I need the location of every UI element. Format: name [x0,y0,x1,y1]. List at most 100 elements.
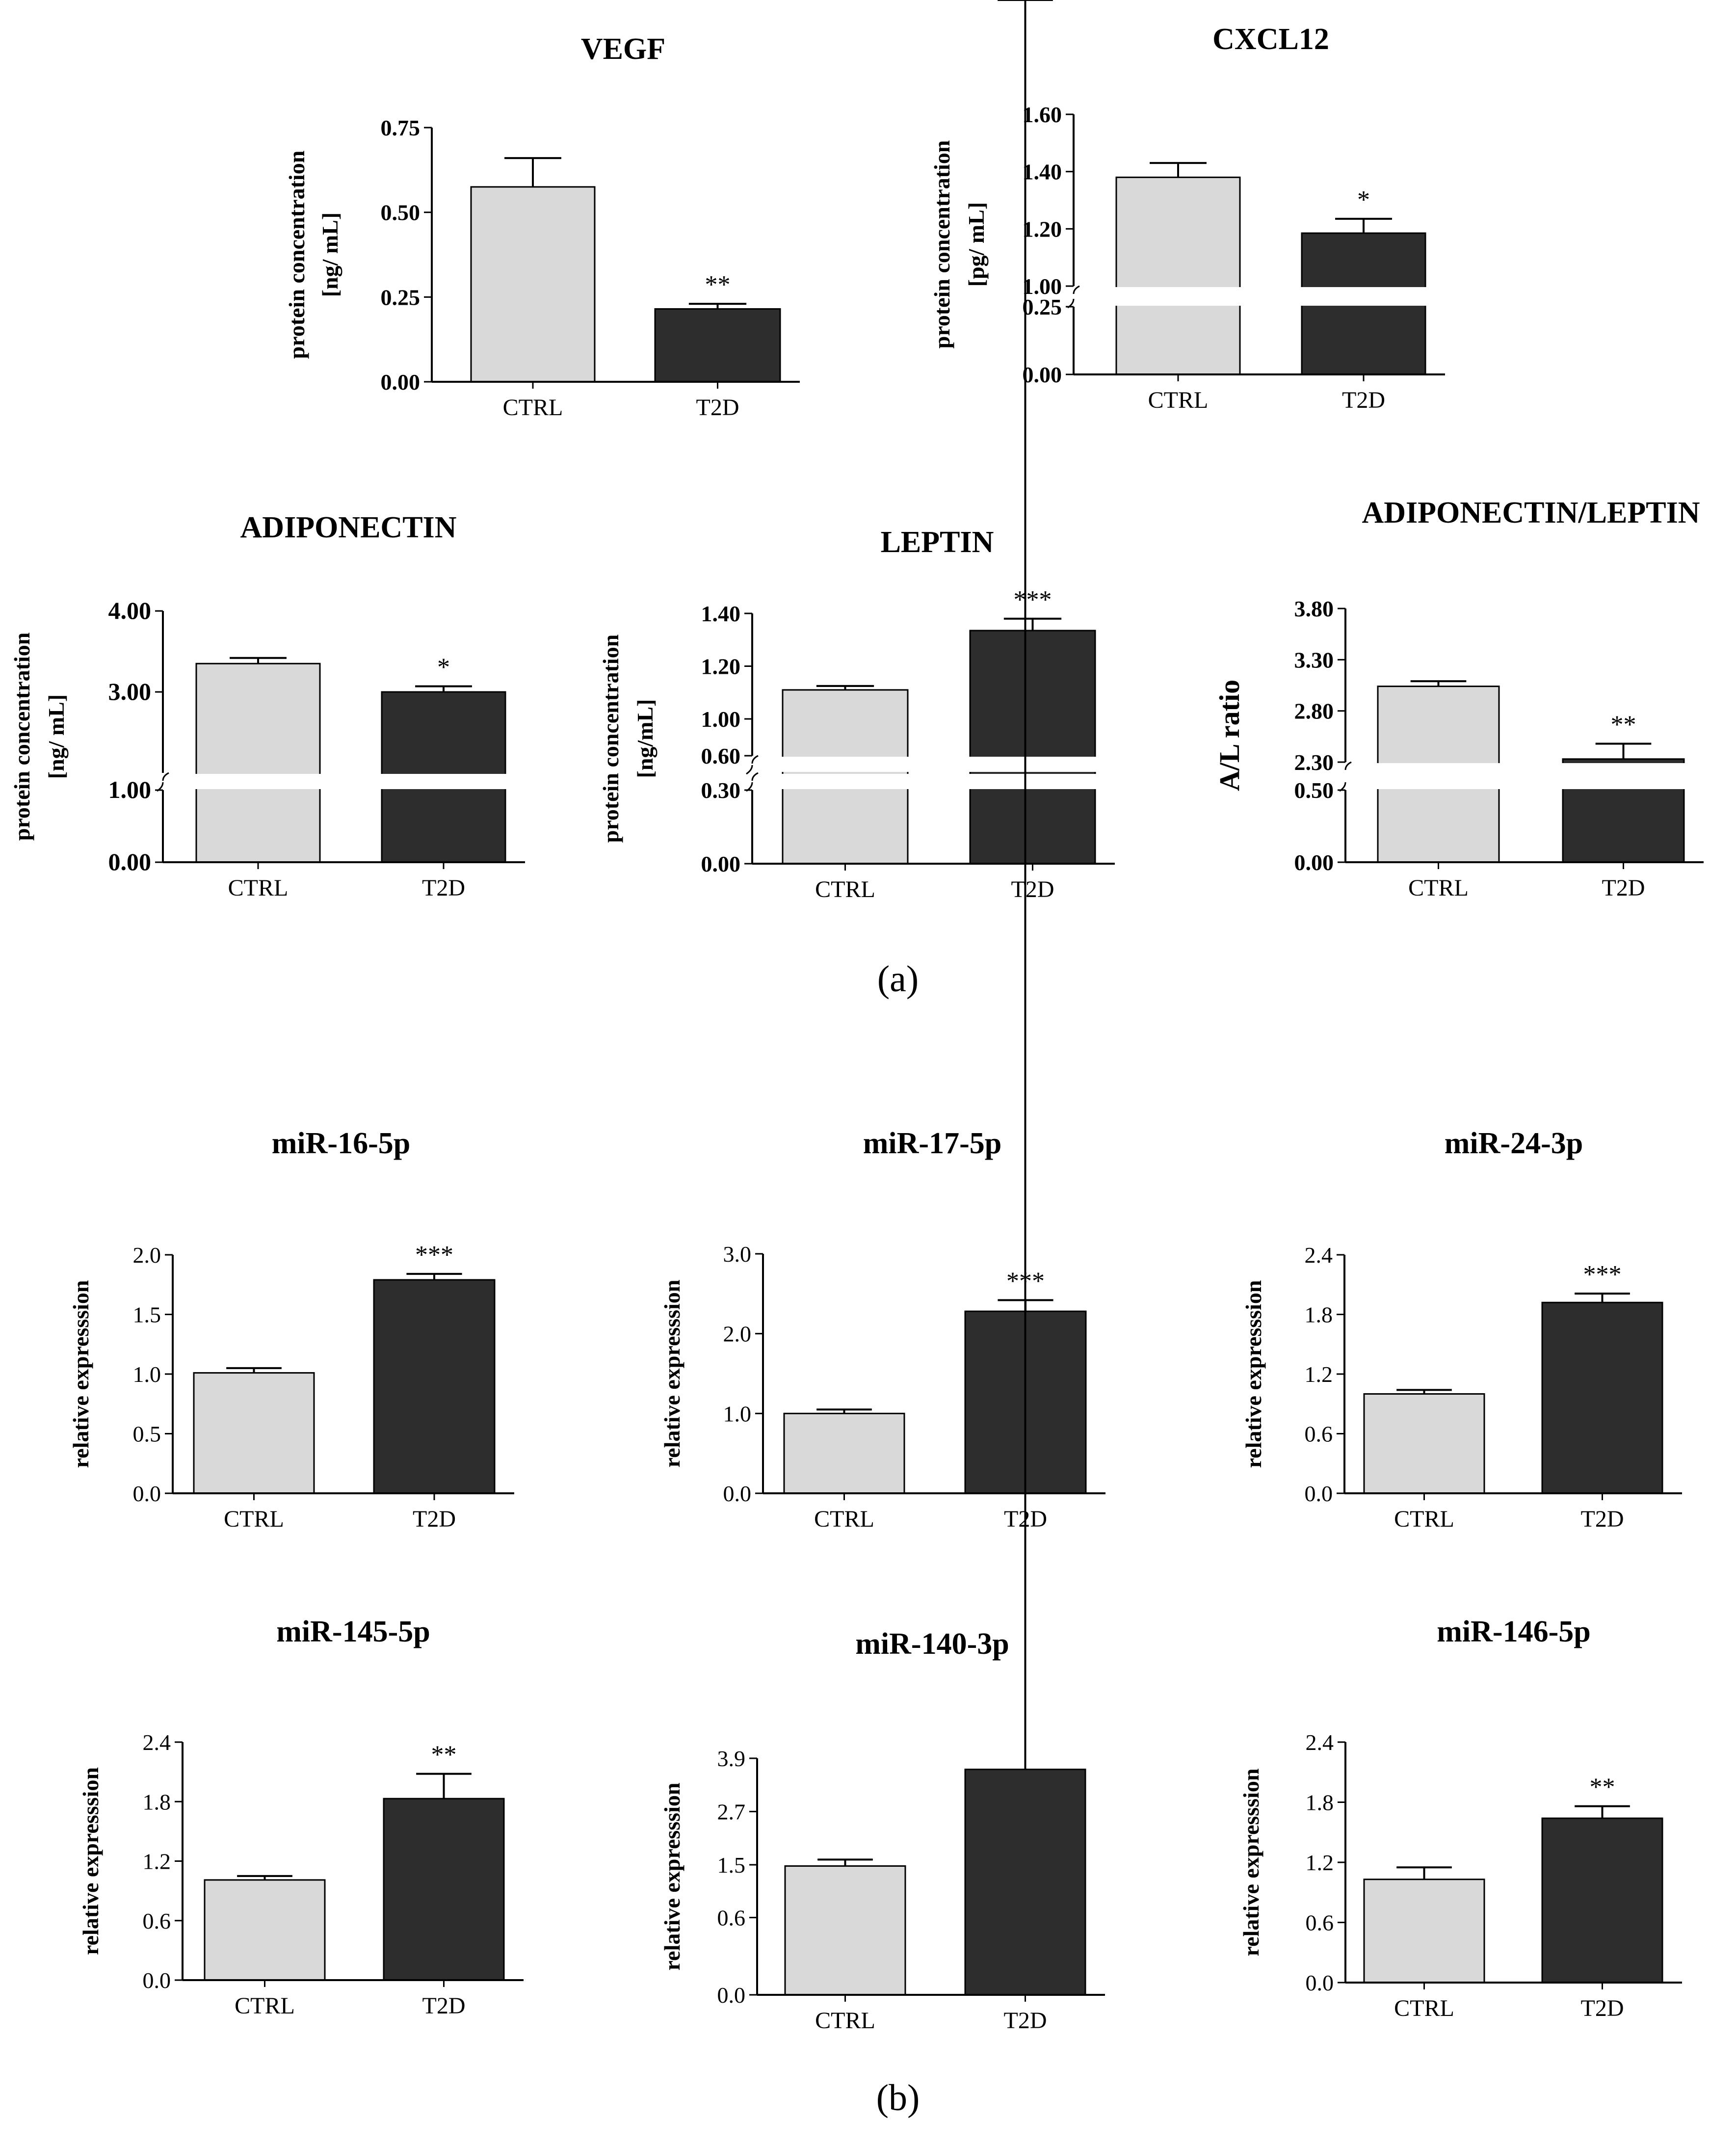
chart-leptin: LEPTIN protein concentration [ng/mL] CTRL **… [598,526,1115,902]
bar-ctrl [470,186,596,383]
y-tick-label: 0.50 [1294,778,1334,803]
axis-break-gap [749,774,1097,789]
significance-mark: *** [1583,1261,1622,1289]
y-axis-label-line: [ng/ mL] [44,694,69,779]
x-tick-label: T2D [422,875,465,901]
chart-title: ADIPONECTIN [240,511,457,544]
y-tick-label: 1.20 [1023,216,1062,241]
x-tick-label: CTRL [224,1506,284,1532]
significance-mark: ** [431,1741,457,1769]
y-tick-label: 1.8 [143,1789,171,1814]
y-axis-label: protein concentration [ng/ mL] [284,151,342,359]
axis-break-mark [1344,761,1352,770]
y-tick-label: 0.6 [143,1908,171,1933]
chart-cxcl12: CXCL12 protein concentration [pg/ mL] CTRL *… [929,23,1445,413]
x-tick-label: CTRL [235,1993,295,2019]
y-tick-label: 1.00 [701,707,741,732]
y-tick-label: 2.30 [1294,750,1334,775]
bar-ctrl [195,662,321,863]
chart-title: miR-17-5p [863,1127,1001,1160]
chart-mir-16-5p: miR-16-5p relative expresssion CTRL *** T2D 0… [68,1127,514,1532]
y-tick-label: 1.5 [717,1853,746,1878]
y-tick-label: 0.0 [1306,1970,1334,1995]
x-tick-label: CTRL [503,395,563,421]
bar-t2d [654,308,781,383]
x-tick-label: T2D [1581,1506,1624,1532]
y-tick-label: 1.0 [133,1362,161,1387]
y-tick-label: 0.0 [717,1983,746,2008]
bar-t2d [383,1798,505,1981]
y-axis-label-line: relative expresssion [78,1767,103,1955]
chart-mir-140-3p: miR-140-3p relative expresssion CTRL ** T2D 0… [659,0,1105,2034]
y-axis-label-line: protein concentration [284,151,309,359]
chart-vegf: VEGF protein concentration [ng/ mL] CTRL ** T… [284,32,800,421]
y-axis-label: protein concentration [ng/mL] [598,635,658,843]
chart-title: ADIPONECTIN/LEPTIN [1362,496,1700,530]
x-tick-label: CTRL [1394,1995,1454,2021]
bar-ctrl [193,1372,315,1494]
y-tick-label: 1.8 [1306,1790,1334,1815]
y-tick-label: 4.00 [108,597,152,624]
y-tick-label: 1.8 [1305,1302,1333,1327]
x-tick-label: T2D [422,1993,466,2019]
bar-ctrl [204,1879,326,1981]
y-tick-label: 0.00 [1023,362,1062,387]
panel-label-a: (a) [877,958,919,1000]
y-tick-label: 1.40 [701,601,741,626]
chart-title: LEPTIN [881,526,994,559]
chart-adiponectin-leptin: ADIPONECTIN/LEPTIN A/L ratio CTRL ** T2D 0.00… [1213,496,1704,901]
axis-break-gap [1342,763,1686,789]
bar-t2d [1541,1817,1663,1984]
y-tick-label: 2.4 [1305,1243,1333,1268]
y-axis-label-line: [pg/ mL] [964,202,989,287]
x-tick-label: CTRL [815,2008,875,2034]
axis-break-mark [1073,285,1080,294]
x-tick-label: T2D [1342,387,1385,413]
significance-mark: *** [415,1241,453,1269]
y-axis-label-line: [ng/ mL] [317,212,342,297]
y-tick-label: 0.60 [701,743,741,768]
y-tick-label: 1.2 [143,1849,171,1874]
y-tick-label: 0.5 [133,1422,161,1447]
y-tick-label: 2.0 [723,1322,752,1347]
chart-title: miR-24-3p [1445,1127,1583,1160]
x-tick-label: CTRL [815,876,875,902]
significance-mark: *** [1014,586,1052,614]
y-tick-label: 1.0 [723,1401,752,1426]
y-tick-label: 0.0 [133,1481,161,1506]
y-tick-label: 0.75 [381,115,421,140]
y-tick-label: 3.0 [723,1242,752,1267]
y-axis-label-line: relative expresssion [68,1280,93,1468]
significance-mark: ** [1611,711,1636,739]
y-axis-label: protein concentration [pg/ mL] [929,140,989,349]
panel-label-b: (b) [876,2077,920,2119]
y-tick-label: 2.4 [143,1730,171,1755]
bar-t2d [964,1769,1086,1996]
y-tick-label: 1.60 [1023,102,1062,127]
y-tick-label: 1.40 [1023,159,1062,185]
axis-break-gap [1071,287,1427,306]
y-axis-label: A/L ratio [1213,680,1245,791]
y-tick-label: 2.0 [133,1243,161,1268]
y-tick-label: 0.0 [723,1481,752,1506]
y-axis-label: protein concentration [ng/ mL] [9,633,69,841]
chart-title: miR-16-5p [272,1127,410,1160]
chart-title: miR-140-3p [855,1627,1009,1661]
y-tick-label: 1.00 [1023,274,1062,299]
x-tick-label: CTRL [1394,1506,1454,1532]
chart-title: CXCL12 [1212,23,1329,56]
y-axis-label-line: relative expresssion [659,1783,684,1971]
axis-break-gap [160,774,507,789]
chart-mir-145-5p: miR-145-5p relative expresssion CTRL ** T2D 0… [78,1615,524,2019]
y-axis-label: relative expresssion [78,1767,103,1955]
y-tick-label: 2.80 [1294,699,1334,724]
y-tick-label: 0.0 [1305,1481,1333,1506]
y-tick-label: 0.6 [717,1906,746,1931]
x-tick-label: CTRL [1148,387,1209,413]
y-tick-label: 3.00 [108,678,152,705]
significance-mark: ** [1590,1774,1615,1801]
y-axis-label-line: relative expresssion [659,1280,684,1468]
chart-title: miR-146-5p [1437,1615,1590,1648]
